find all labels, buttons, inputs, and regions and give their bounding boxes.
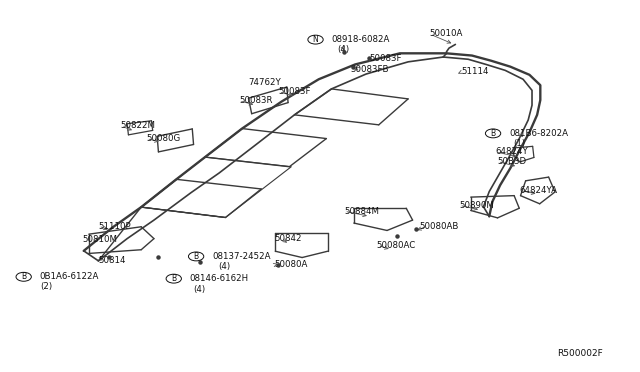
Text: B: B [490,129,495,138]
Text: 50842: 50842 [274,234,301,243]
Text: B: B [193,252,198,261]
Text: 50010A: 50010A [430,29,463,38]
Text: 50083F: 50083F [370,54,403,63]
Text: 50080A: 50080A [274,260,307,269]
Text: 50083F: 50083F [278,87,311,96]
Text: 08918-6082A: 08918-6082A [332,35,390,44]
Text: 50083FB: 50083FB [351,65,389,74]
Text: 50080G: 50080G [147,134,180,143]
Text: (1): (1) [513,138,525,148]
Text: 50083R: 50083R [239,96,273,105]
Text: 50814: 50814 [99,256,126,264]
Text: 50080AC: 50080AC [376,241,415,250]
Text: N: N [313,35,319,44]
Text: 51114: 51114 [462,67,489,76]
Text: 08146-6162H: 08146-6162H [189,274,249,283]
Text: B: B [21,272,26,281]
Text: (2): (2) [40,282,52,291]
Text: R500002F: R500002F [557,349,604,358]
Text: 08137-2452A: 08137-2452A [212,252,271,261]
Text: 50890M: 50890M [460,201,494,210]
Text: 64824Y: 64824Y [495,147,529,156]
Text: 51110P: 51110P [99,221,131,231]
Text: 50B3D: 50B3D [497,157,527,166]
Text: B: B [171,274,177,283]
Text: (4): (4) [218,262,230,271]
Text: 50810M: 50810M [83,235,117,244]
Text: 50884M: 50884M [344,207,380,216]
Text: 74762Y: 74762Y [248,78,281,87]
Text: (4): (4) [193,285,205,294]
Text: (4): (4) [337,45,349,54]
Text: 50080AB: 50080AB [419,221,458,231]
Text: 64824YA: 64824YA [519,186,557,195]
Text: 50822M: 50822M [121,122,156,131]
Text: 0B1A6-6122A: 0B1A6-6122A [40,272,99,281]
Text: 081B6-8202A: 081B6-8202A [509,129,568,138]
